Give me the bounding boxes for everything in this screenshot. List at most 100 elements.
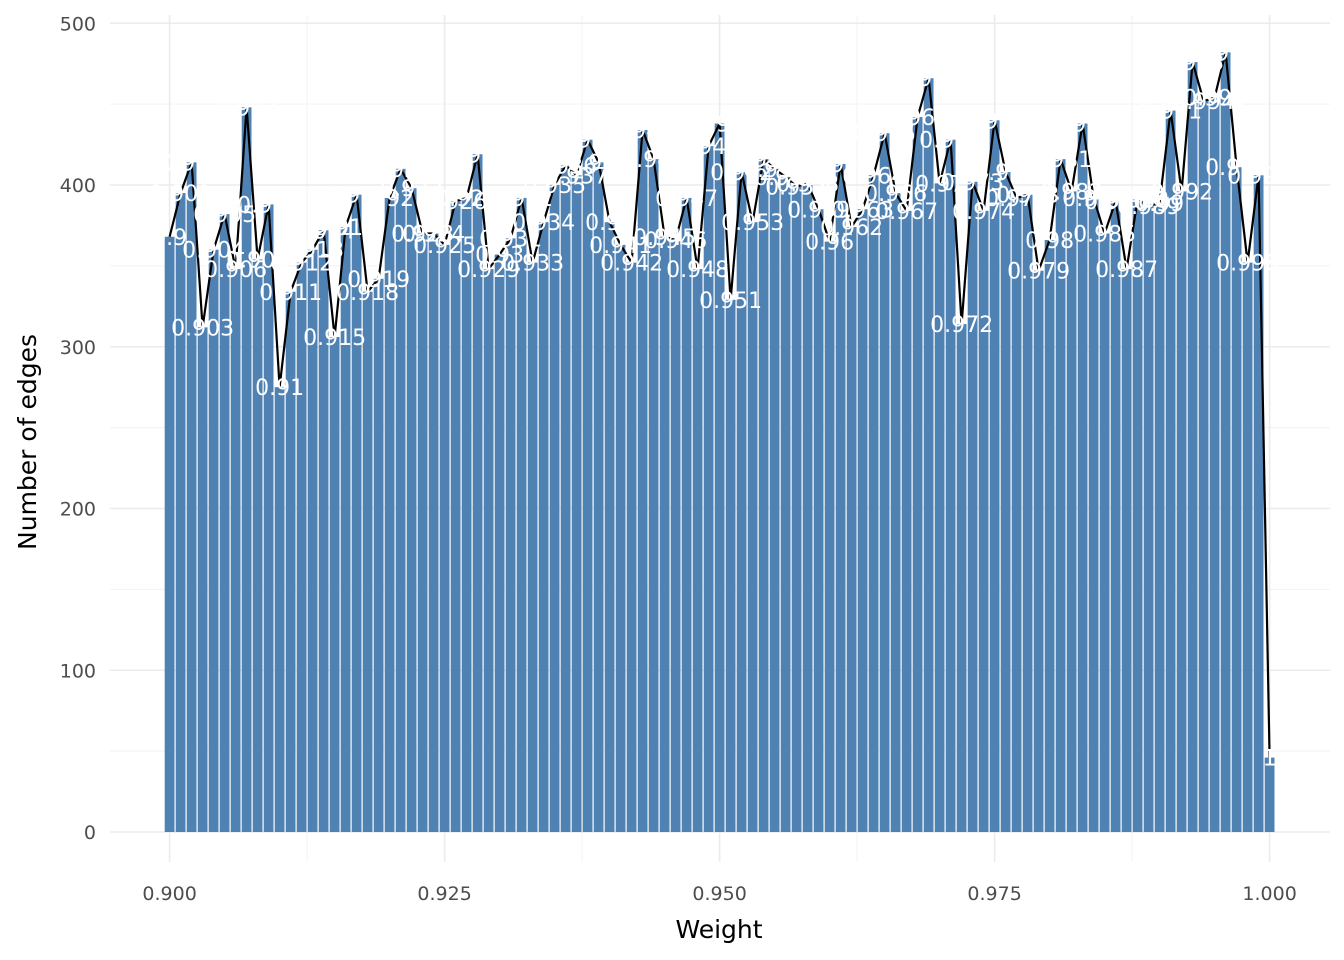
histogram-bar (538, 222, 549, 832)
bar-value-label: 1 (1263, 747, 1277, 772)
histogram-bar (791, 186, 802, 832)
histogram-bar (846, 227, 857, 832)
y-tick-label: 400 (60, 175, 96, 197)
histogram-bar (1066, 191, 1077, 833)
histogram-bar (208, 249, 219, 832)
histogram-bar (989, 120, 1000, 833)
bar-value-label: 0.966 (864, 182, 927, 207)
bar-value-label: 0.93 (475, 244, 524, 269)
histogram-bar (714, 123, 725, 832)
histogram-bar (219, 214, 230, 833)
histogram-bar (604, 222, 615, 832)
bar-value-label: 0.995 (1183, 87, 1246, 112)
bar-value-label: 0.964 (842, 164, 905, 189)
bar-value-label: 0.926 (424, 190, 487, 215)
histogram-bar (296, 262, 307, 832)
bar-value-label: 0.94 (585, 211, 634, 236)
histogram-bar (1154, 202, 1165, 833)
histogram-bar (351, 194, 362, 832)
bar-value-label: 0.912 (270, 252, 333, 277)
histogram-bar (384, 197, 395, 832)
bar-value-label: 0.956 (754, 166, 817, 191)
histogram-bar (1099, 233, 1110, 832)
histogram-bar (252, 259, 263, 832)
histogram-bar (835, 163, 846, 832)
histogram-bar (1242, 262, 1253, 832)
histogram-bar (945, 139, 956, 832)
bar-value-label: 0.973 (941, 171, 1004, 196)
histogram-bar (890, 193, 901, 832)
histogram-bar (186, 162, 197, 833)
histogram-bar (1198, 100, 1209, 832)
histogram-bar (241, 107, 252, 833)
y-axis-title: Number of edges (13, 334, 42, 550)
histogram-bar (1011, 197, 1022, 832)
bar-value-label: 0.968 (886, 106, 949, 131)
bar-value-label: 0.996 (1194, 41, 1257, 66)
bar-value-label: 0.919 (347, 268, 410, 293)
histogram-bar (197, 327, 208, 832)
bar-value-label: 0.923 (391, 223, 454, 248)
bar-value-label: 0.95 (695, 113, 744, 138)
histogram-bar (1264, 757, 1275, 832)
bar-value-label: 0.907 (215, 96, 278, 121)
bar-value-label: 0.952 (710, 161, 773, 186)
bar-value-label: 0.92 (365, 187, 414, 212)
histogram-bar (1044, 239, 1055, 832)
bar-value-label: 0.945 (633, 226, 696, 251)
histogram-bar (263, 204, 274, 832)
histogram-bar (956, 324, 967, 832)
bar-value-label: 0.985 (1073, 223, 1136, 248)
bar-value-label: 0.972 (930, 313, 993, 338)
histogram-bar (1143, 206, 1154, 833)
bar-value-label: 0.939 (567, 151, 630, 176)
histogram-bar (285, 291, 296, 832)
bar-value-label: 0.969 (897, 67, 960, 92)
bar-value-label: 0.994 (1172, 90, 1235, 115)
y-tick-label: 300 (60, 337, 96, 359)
bar-value-label: 0.96 (805, 231, 854, 256)
histogram-bar (472, 154, 483, 832)
histogram-bar (769, 168, 780, 832)
histogram-bar (274, 387, 285, 832)
histogram-bar (1033, 270, 1044, 832)
bar-value-label: 0.981 (1029, 148, 1092, 173)
x-tick-label: 0.900 (142, 883, 196, 905)
histogram-bar (527, 262, 538, 832)
bar-value-label: 0.974 (952, 200, 1015, 225)
bar-value-label: 0.903 (171, 316, 234, 341)
bar-value-label: 0.971 (919, 129, 982, 154)
bar-value-label: 0.983 (1051, 113, 1114, 138)
bar-value-label: 0.905 (193, 203, 256, 228)
bar-value-label: 0.931 (479, 227, 542, 252)
bar-value-label: 0.936 (534, 155, 597, 180)
histogram-bar (450, 201, 461, 833)
x-axis-title: Weight (675, 915, 762, 944)
bar-value-label: 0.914 (292, 219, 355, 244)
bar-value-label: 0.916 (314, 216, 377, 241)
bar-value-label: 0.911 (259, 281, 322, 306)
bar-value-label: 0.991 (1139, 100, 1202, 125)
bars-layer (164, 52, 1275, 833)
histogram-bar (868, 175, 879, 833)
bar-value-label: 0.977 (985, 187, 1048, 212)
histogram-bar (802, 183, 813, 832)
histogram-bar (692, 269, 703, 832)
bar-value-label: 0.98 (1025, 229, 1074, 254)
bar-value-label: 0.997 (1205, 156, 1268, 181)
histogram-bar (901, 210, 912, 832)
bar-value-label: 0.961 (809, 153, 872, 178)
histogram-bar (494, 254, 505, 833)
histogram-bar (912, 117, 923, 832)
bar-value-label: 0.962 (820, 216, 883, 241)
y-tick-label: 200 (60, 499, 96, 521)
bar-value-label: 0.942 (600, 252, 663, 277)
histogram-bar (1187, 62, 1198, 832)
histogram-bar (725, 299, 736, 832)
histogram-bar (1110, 201, 1121, 833)
bar-value-label: 0.99 (1135, 192, 1184, 217)
bar-value-label: 0.967 (875, 200, 938, 225)
bar-value-label: 0.902 (160, 151, 223, 176)
histogram-bar (318, 230, 329, 833)
histogram-bar (670, 239, 681, 832)
